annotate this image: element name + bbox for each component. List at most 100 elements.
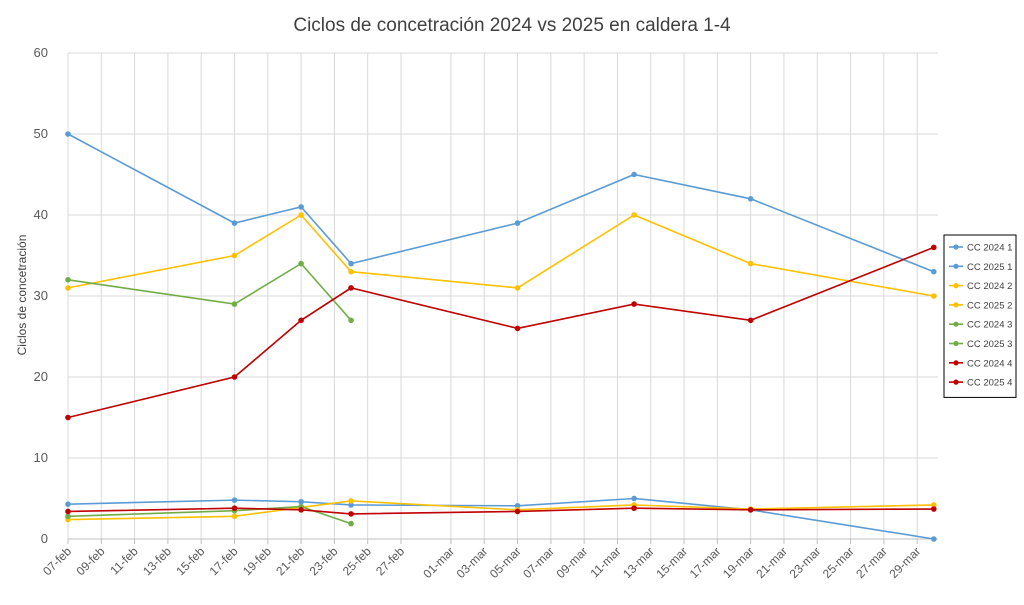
- legend-label: CC 2025 2: [967, 300, 1012, 311]
- x-tick-label: 17-mar: [687, 544, 724, 581]
- legend-item: CC 2025 1: [949, 262, 1012, 273]
- data-point: [931, 268, 937, 275]
- legend-swatch-marker: [953, 302, 959, 308]
- legend-swatch-marker: [953, 379, 959, 385]
- x-tick-label: 13-mar: [620, 544, 657, 581]
- x-axis-ticks: 07-feb 09-feb 11-feb 13-feb 15-feb 17-feb 19-f…: [40, 544, 923, 581]
- y-tick-label: 20: [34, 369, 48, 384]
- legend-swatch-marker: [953, 360, 959, 366]
- legend-item: CC 2024 3: [949, 320, 1012, 331]
- data-point: [348, 498, 354, 504]
- data-point: [298, 212, 304, 218]
- data-point: [231, 301, 238, 307]
- x-tick-label: 11-feb: [107, 544, 141, 578]
- data-point: [298, 507, 304, 513]
- data-point: [931, 244, 937, 251]
- legend-item: CC 2025 4: [949, 378, 1012, 389]
- legend-item: CC 2024 4: [949, 358, 1012, 369]
- data-point: [231, 497, 238, 503]
- x-tick-label: 15-mar: [653, 544, 690, 581]
- data-point: [348, 268, 354, 275]
- legend-label: CC 2025 4: [967, 378, 1012, 389]
- data-point: [931, 536, 937, 542]
- data-point: [931, 502, 937, 508]
- data-point: [231, 220, 238, 226]
- x-tick-label: 27-feb: [373, 544, 407, 578]
- data-point: [348, 260, 354, 267]
- x-tick-label: 23-feb: [307, 544, 341, 578]
- data-point: [631, 212, 637, 218]
- legend-item: CC 2025 2: [949, 300, 1012, 311]
- series-cc-2024-3: [65, 503, 354, 527]
- data-point: [747, 196, 754, 202]
- x-tick-label: 03-mar: [454, 544, 491, 581]
- x-tick-label: 21-feb: [273, 544, 307, 578]
- legend-label: CC 2024 4: [967, 358, 1012, 369]
- data-point: [348, 502, 354, 508]
- data-point: [65, 277, 71, 283]
- grid: [67, 52, 938, 544]
- legend-item: CC 2024 2: [949, 281, 1012, 292]
- series-line: [67, 213, 934, 297]
- data-point: [231, 252, 238, 259]
- data-point: [298, 498, 304, 505]
- series-line: [67, 507, 934, 515]
- series-cc-2024-1: [65, 495, 937, 542]
- data-point: [65, 131, 71, 137]
- data-point: [631, 505, 637, 512]
- data-point: [631, 495, 637, 502]
- data-point: [65, 285, 71, 291]
- legend-label: CC 2025 3: [967, 339, 1012, 350]
- x-tick-label: 05-mar: [487, 544, 524, 581]
- legend-swatch-marker: [953, 244, 959, 250]
- x-tick-label: 25-feb: [340, 544, 374, 578]
- data-point: [931, 293, 937, 299]
- data-point: [514, 508, 521, 515]
- series-cc-2025-1: [65, 131, 937, 275]
- data-point: [231, 374, 238, 380]
- series-line: [67, 246, 935, 419]
- data-point: [348, 520, 354, 527]
- y-tick-label: 60: [34, 45, 48, 60]
- legend-label: CC 2024 3: [967, 320, 1012, 331]
- legend-item: CC 2025 3: [949, 339, 1012, 350]
- data-point: [65, 513, 71, 520]
- y-tick-label: 40: [34, 207, 48, 222]
- legend-swatch-marker: [953, 283, 959, 289]
- data-point: [747, 260, 754, 267]
- x-tick-label: 29-mar: [886, 544, 923, 581]
- series-cc-2025-2: [65, 212, 937, 299]
- data-point: [231, 505, 238, 512]
- data-point: [514, 502, 521, 509]
- x-tick-label: 01-mar: [420, 544, 457, 581]
- data-point: [65, 508, 71, 515]
- series-lines: [65, 131, 937, 542]
- series-line: [67, 497, 934, 540]
- y-tick-label: 50: [34, 126, 48, 141]
- series-cc-2024-4: [65, 505, 937, 517]
- data-point: [631, 301, 637, 307]
- x-tick-label: 15-feb: [173, 544, 207, 578]
- data-point: [747, 317, 754, 324]
- data-point: [514, 220, 521, 226]
- data-point: [65, 414, 71, 421]
- x-tick-label: 23-mar: [787, 544, 824, 581]
- data-point: [931, 506, 937, 512]
- y-axis-ticks: 0 10 20 30 40 50 60: [34, 45, 48, 546]
- x-tick-label: 19-mar: [720, 544, 757, 581]
- data-point: [348, 317, 354, 324]
- data-point: [631, 171, 637, 178]
- x-tick-label: 09-feb: [73, 544, 107, 578]
- legend-label: CC 2024 1: [967, 243, 1012, 254]
- series-line: [67, 133, 935, 273]
- y-tick-label: 0: [41, 531, 48, 546]
- x-tick-label: 07-mar: [520, 544, 557, 581]
- series-cc-2025-3: [65, 260, 354, 324]
- data-point: [298, 260, 304, 267]
- x-tick-label: 17-feb: [207, 544, 241, 578]
- data-point: [348, 511, 354, 517]
- x-tick-label: 25-mar: [820, 544, 857, 581]
- data-point: [348, 285, 354, 291]
- series-line: [67, 500, 934, 521]
